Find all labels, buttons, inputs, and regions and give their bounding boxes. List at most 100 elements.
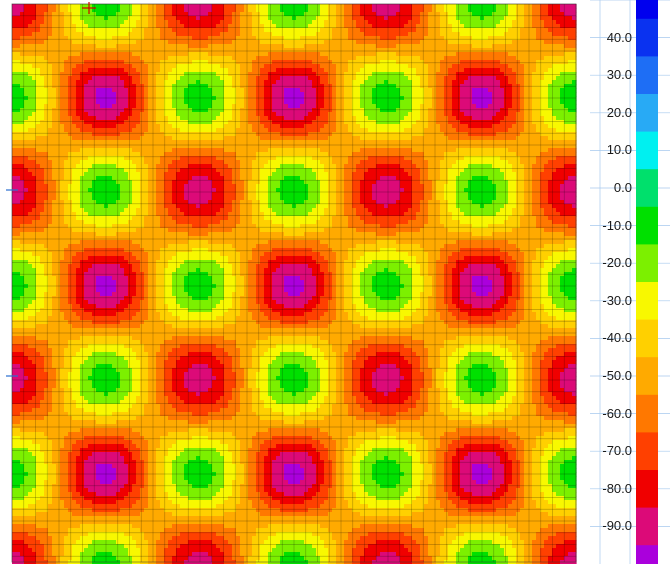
contour-cell [380, 120, 385, 125]
contour-cell [220, 4, 225, 9]
contour-cell [472, 8, 477, 13]
contour-cell [336, 20, 341, 25]
contour-cell [360, 116, 365, 121]
contour-cell [272, 100, 277, 105]
contour-cell [188, 36, 193, 41]
contour-cell [300, 56, 305, 61]
contour-cell [180, 8, 185, 13]
contour-cell [212, 24, 217, 29]
contour-cell [512, 108, 517, 113]
contour-cell [488, 24, 493, 29]
contour-cell [48, 116, 53, 121]
contour-cell [416, 124, 421, 129]
contour-cell [44, 108, 49, 113]
contour-cell [116, 4, 121, 9]
contour-cell [348, 16, 353, 21]
contour-cell [520, 24, 525, 29]
contour-cell [440, 136, 445, 141]
contour-cell [144, 28, 149, 33]
contour-cell [24, 116, 29, 121]
contour-cell [336, 24, 341, 29]
contour-cell [432, 16, 437, 21]
contour-cell [128, 104, 133, 109]
contour-cell [76, 76, 81, 81]
contour-cell [300, 104, 305, 109]
contour-cell [168, 92, 173, 97]
contour-cell [12, 136, 17, 141]
contour-cell [128, 100, 133, 105]
contour-cell [64, 20, 69, 25]
contour-cell [144, 40, 149, 45]
contour-cell [260, 28, 265, 33]
contour-cell [48, 104, 53, 109]
contour-cell [120, 24, 125, 29]
contour-cell [64, 128, 69, 133]
contour-cell [260, 48, 265, 53]
contour-cell [304, 100, 309, 105]
contour-cell [320, 76, 325, 81]
contour-cell [116, 100, 121, 105]
contour-cell [548, 28, 553, 33]
contour-cell [512, 36, 517, 41]
contour-cell [356, 52, 361, 57]
contour-cell [64, 68, 69, 73]
contour-cell [156, 100, 161, 105]
contour-cell [24, 136, 29, 141]
contour-cell [492, 68, 497, 73]
contour-cell [52, 76, 57, 81]
contour-cell [508, 8, 513, 13]
contour-cell [40, 20, 45, 25]
contour-cell [28, 36, 33, 41]
contour-cell [368, 68, 373, 73]
contour-cell [296, 92, 301, 97]
contour-cell [192, 20, 197, 25]
contour-cell [516, 112, 521, 117]
contour-cell [508, 76, 513, 81]
contour-cell [84, 36, 89, 41]
contour-cell [124, 76, 129, 81]
contour-cell [244, 56, 249, 61]
contour-cell [376, 16, 381, 21]
contour-cell [512, 88, 517, 93]
contour-cell [304, 28, 309, 33]
contour-cell [32, 136, 37, 141]
contour-cell [448, 124, 453, 129]
contour-cell [356, 48, 361, 53]
contour-cell [12, 20, 17, 25]
contour-cell [444, 32, 449, 37]
contour-cell [44, 80, 49, 85]
contour-cell [448, 116, 453, 121]
contour-cell [192, 16, 197, 21]
contour-cell [412, 108, 417, 113]
contour-cell [388, 140, 393, 145]
contour-cell [320, 112, 325, 117]
contour-cell [56, 120, 61, 125]
contour-cell [60, 8, 65, 13]
contour-cell [48, 40, 53, 45]
contour-cell [484, 4, 489, 9]
contour-cell [380, 4, 385, 9]
contour-cell [548, 24, 553, 29]
contour-cell [368, 104, 373, 109]
contour-cell [148, 136, 153, 141]
contour-plot-area[interactable] [0, 0, 590, 564]
contour-cell [420, 28, 425, 33]
contour-cell [476, 48, 481, 53]
contour-cell [492, 104, 497, 109]
contour-cell [452, 136, 457, 141]
contour-cell [404, 140, 409, 145]
contour-cell [500, 124, 505, 129]
contour-cell [160, 28, 165, 33]
contour-cell [500, 112, 505, 117]
contour-cell [172, 56, 177, 61]
contour-cell [320, 120, 325, 125]
contour-cell [96, 108, 101, 113]
contour-cell [156, 56, 161, 61]
contour-cell [252, 88, 257, 93]
contour-cell [332, 136, 337, 141]
contour-cell [192, 112, 197, 117]
contour-cell [356, 20, 361, 25]
contour-cell [484, 120, 489, 125]
contour-cell [108, 100, 113, 105]
contour-cell [84, 104, 89, 109]
